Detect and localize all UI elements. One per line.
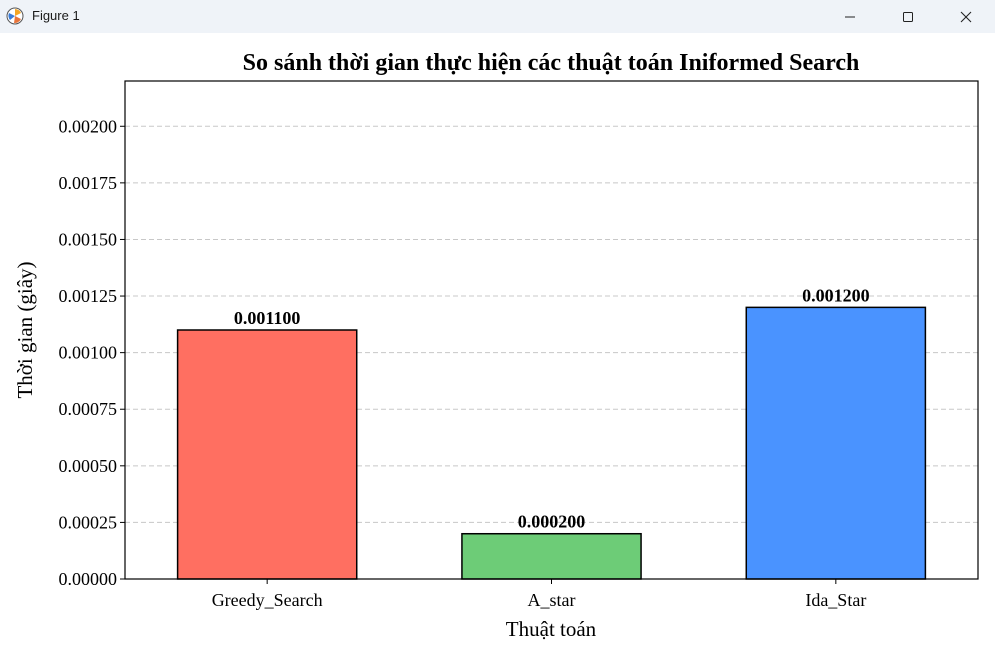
bar-value-label: 0.001200 <box>802 285 870 305</box>
y-tick-label: 0.00200 <box>59 116 118 136</box>
bar <box>461 532 642 580</box>
minimize-button[interactable] <box>827 0 873 33</box>
y-axis-label: Thời gian (giây) <box>13 261 37 398</box>
maximize-icon <box>903 11 913 22</box>
close-button[interactable] <box>943 0 989 33</box>
x-tick-label: A_star <box>528 590 576 610</box>
y-tick-label: 0.00100 <box>59 343 118 363</box>
window-titlebar: Figure 1 <box>0 0 995 33</box>
window-title: Figure 1 <box>32 8 80 23</box>
bar-value-label: 0.000200 <box>518 512 586 532</box>
bar-value-label: 0.001100 <box>234 308 301 328</box>
x-axis-ticks: Greedy_Search A_star Ida_Star <box>212 579 866 610</box>
minimize-icon <box>845 16 855 17</box>
bar-chart: So sánh thời gian thực hiện các thuật to… <box>13 50 979 641</box>
y-tick-label: 0.00025 <box>59 512 118 532</box>
bars: 0.001100 0.000200 0.001200 <box>176 285 927 580</box>
bar <box>176 329 358 580</box>
maximize-button[interactable] <box>885 0 931 33</box>
x-tick-label: Ida_Star <box>805 590 866 610</box>
y-tick-label: 0.00050 <box>59 456 118 476</box>
y-axis-ticks: 0.00000 0.00025 0.00050 0.00075 0.00100 0.001… <box>59 116 125 589</box>
x-axis-label: Thuật toán <box>506 617 597 641</box>
x-tick-label: Greedy_Search <box>212 590 323 610</box>
y-tick-label: 0.00150 <box>59 229 118 249</box>
close-icon <box>960 11 972 22</box>
y-gridlines <box>125 125 978 523</box>
y-tick-label: 0.00000 <box>59 569 118 589</box>
chart-title: So sánh thời gian thực hiện các thuật to… <box>243 50 860 76</box>
y-tick-label: 0.00175 <box>59 173 118 193</box>
y-tick-label: 0.00125 <box>59 286 118 306</box>
matplotlib-app-icon <box>6 7 24 25</box>
y-tick-label: 0.00075 <box>59 399 118 419</box>
bar <box>745 306 927 580</box>
